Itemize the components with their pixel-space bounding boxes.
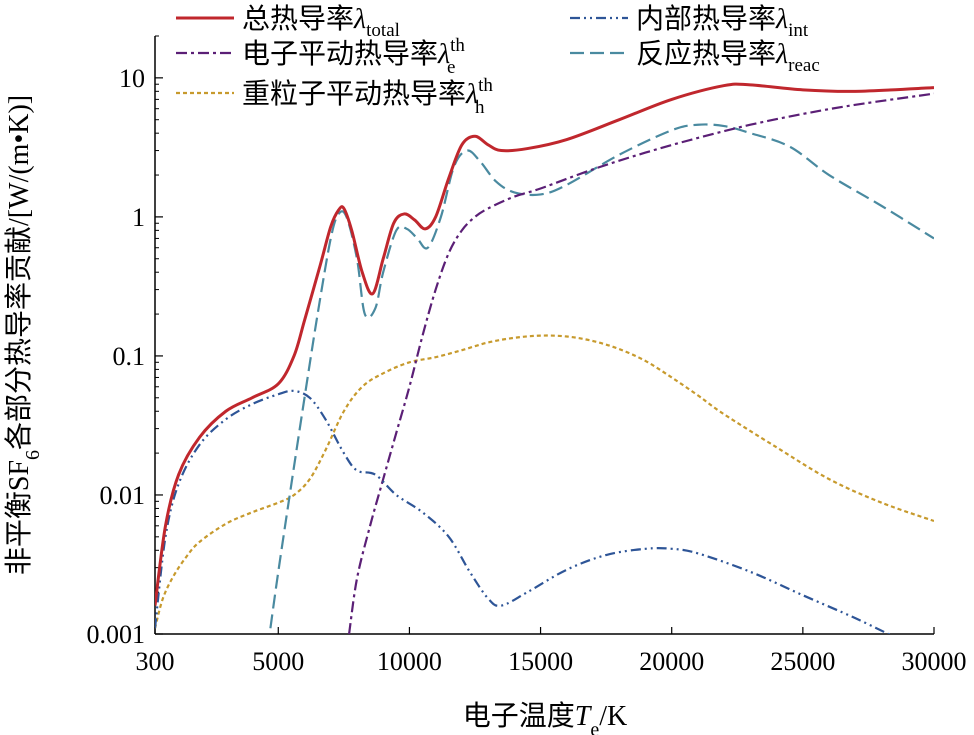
x-tick-label: 15000 <box>508 647 573 676</box>
x-tick-label: 10000 <box>377 647 442 676</box>
x-tick-label: 30000 <box>902 647 967 676</box>
x-axis-label: 电子温度Te/K <box>463 700 627 735</box>
y-axis-label: 非平衡SF6各部分热导率贡献/[W/(m•K)] <box>3 95 44 575</box>
legend-label-int: 内部热导率λint <box>636 3 809 41</box>
y-tick-label: 0.1 <box>113 342 146 371</box>
legend-item-h: 重粒子平动热导率λth h <box>176 75 493 118</box>
legend-item-int: 内部热导率λint <box>570 3 809 41</box>
y-tick-label: 10 <box>119 64 145 93</box>
x-tick-label: 300 <box>136 647 175 676</box>
legend: 总热导率λtotal 内部热导率λint 电子平动热导率λth e重粒子平动热导率λt… <box>176 3 820 118</box>
y-tick-label: 0.01 <box>100 481 146 510</box>
x-tick-label: 25000 <box>770 647 835 676</box>
legend-label-h: 重粒子平动热导率λth h <box>242 75 493 118</box>
x-tick-label: 20000 <box>639 647 704 676</box>
y-tick-label: 1 <box>132 203 145 232</box>
series-line-total <box>155 82 934 606</box>
legend-label-e: 电子平动热导率λth e <box>242 35 465 78</box>
legend-label-total: 总热导率λtotal <box>242 3 400 41</box>
series-layer <box>155 82 934 634</box>
x-tick-label: 5000 <box>252 647 304 676</box>
y-tick-label: 0.001 <box>87 620 146 649</box>
series-line-e <box>348 92 934 634</box>
axis-ticks: 300 5000 10000 15000 20000 25000 30000 0.001 0.0… <box>87 35 967 676</box>
series-line-reac <box>269 123 934 629</box>
legend-item-e: 电子平动热导率λth e <box>176 35 465 78</box>
legend-item-reac: 反应热导率λreac <box>570 38 820 76</box>
series-line-int <box>155 389 891 634</box>
series-line-h <box>155 334 934 629</box>
legend-label-reac: 反应热导率λreac <box>636 38 820 76</box>
legend-item-total: 总热导率λtotal <box>176 3 400 41</box>
